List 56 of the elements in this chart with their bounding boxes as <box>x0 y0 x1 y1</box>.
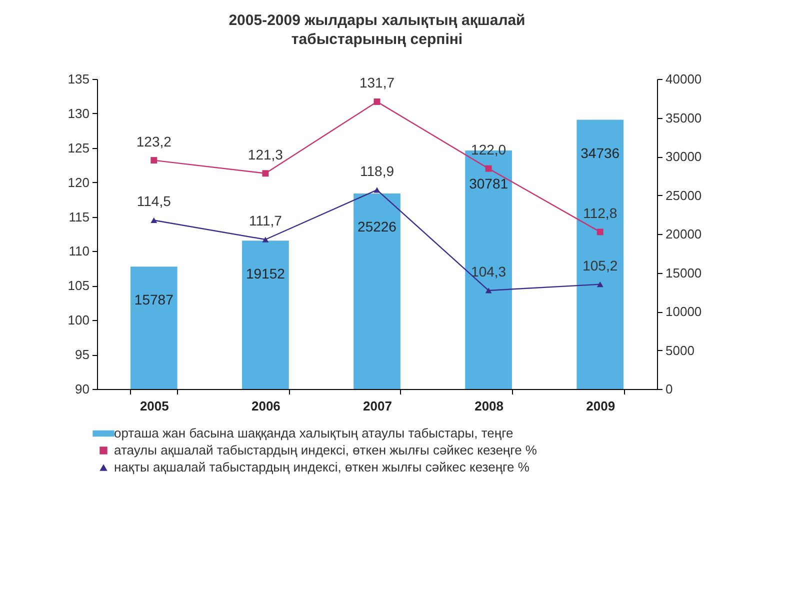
point <box>596 281 604 288</box>
y-tick-label: 135 <box>68 72 90 86</box>
data-label: 19152 <box>246 266 286 282</box>
x-tick-label: 2007 <box>363 398 392 414</box>
point <box>374 98 380 105</box>
data-label: 123,2 <box>136 133 172 150</box>
data-label: 104,3 <box>471 263 506 280</box>
data-label: 105,2 <box>582 257 618 274</box>
legend-label: орташа жан басына шаққанда халықтың атаулы табыстары, теңге <box>114 426 514 440</box>
y2-tick-label: 15000 <box>666 265 702 280</box>
y-tick-label: 115 <box>68 209 90 224</box>
legend-label: нақты ақшалай табыстардың индексі, өткен жылғы сәйкес кезеңге % <box>114 460 530 474</box>
point <box>374 187 380 193</box>
y-tick-label: 95 <box>75 347 90 362</box>
legend-label: атаулы ақшалай табыстардың индексі, өткен жылғы сәйкес кезеңге % <box>114 442 538 458</box>
data-label: 121,3 <box>248 146 284 162</box>
point <box>150 157 158 164</box>
bar <box>576 120 624 389</box>
point <box>485 288 492 294</box>
data-label: 111,7 <box>248 212 282 229</box>
chart-title: 2005-2009 жылдары халықтың ақшалай табыстарының серпіні <box>228 12 526 48</box>
data-label: 131,7 <box>359 74 395 91</box>
bar <box>354 194 400 389</box>
y2-tick-label: 20000 <box>666 226 702 242</box>
data-label: 118,9 <box>360 162 394 179</box>
y2-tick-label: 40000 <box>666 72 702 86</box>
y2-tick-label: 10000 <box>666 304 702 319</box>
y2-tick-label: 30000 <box>666 149 702 164</box>
data-label: 15787 <box>134 292 174 308</box>
data-label: 34736 <box>580 144 620 161</box>
point <box>596 228 604 236</box>
x-tick-label: 2006 <box>251 398 280 414</box>
point <box>262 170 269 177</box>
y-tick-label: 130 <box>68 106 90 121</box>
data-label: 112,8 <box>583 204 618 221</box>
y2-tick-label: 35000 <box>666 110 702 126</box>
data-label: 25226 <box>358 218 397 234</box>
y2-tick-label: 25000 <box>666 188 702 203</box>
x-tick-label: 2008 <box>474 398 504 414</box>
y-tick-label: 110 <box>68 244 90 259</box>
data-label: 30781 <box>469 175 508 192</box>
y2-tick-label: 5000 <box>666 342 694 358</box>
y-tick-label: 105 <box>68 278 90 294</box>
x-tick-label: 2005 <box>140 398 169 414</box>
point <box>262 236 269 242</box>
y-tick-label: 125 <box>68 140 90 156</box>
point <box>485 165 492 172</box>
y2-tick-label: 0 <box>666 382 673 396</box>
bar <box>242 240 289 389</box>
point <box>150 217 158 224</box>
y-tick-label: 120 <box>68 174 90 190</box>
bar <box>130 266 178 389</box>
y-tick-label: 100 <box>68 312 90 328</box>
y-tick-label: 90 <box>75 382 90 396</box>
x-tick-label: 2009 <box>586 398 616 414</box>
data-label: 114,5 <box>136 193 172 210</box>
